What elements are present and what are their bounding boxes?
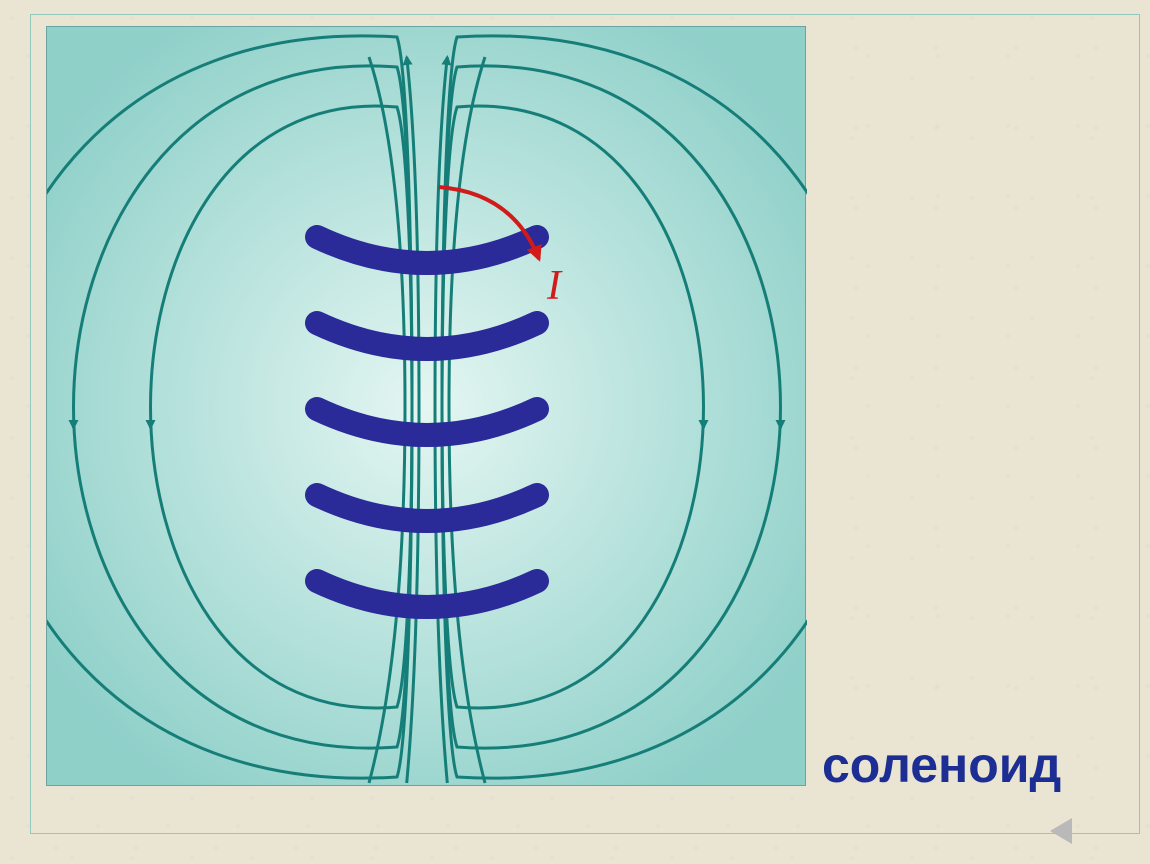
field-line-loop [47,36,412,778]
coil-turn [317,409,537,435]
prev-slide-arrow-icon[interactable] [1050,818,1072,844]
page-root: I соленоид [0,0,1150,864]
current-label: I [546,263,563,309]
solenoid-diagram: I [47,27,807,787]
diagram-panel: I [46,26,806,786]
field-line-loop [74,66,413,748]
coil-turn [317,323,537,349]
field-line-loop [442,66,781,748]
caption-label: соленоид [822,736,1061,794]
field-line-loop [151,106,413,708]
coil-turn [317,237,537,263]
coil-turn [317,495,537,521]
field-line-loop [442,36,807,778]
coil-turn [317,581,537,607]
